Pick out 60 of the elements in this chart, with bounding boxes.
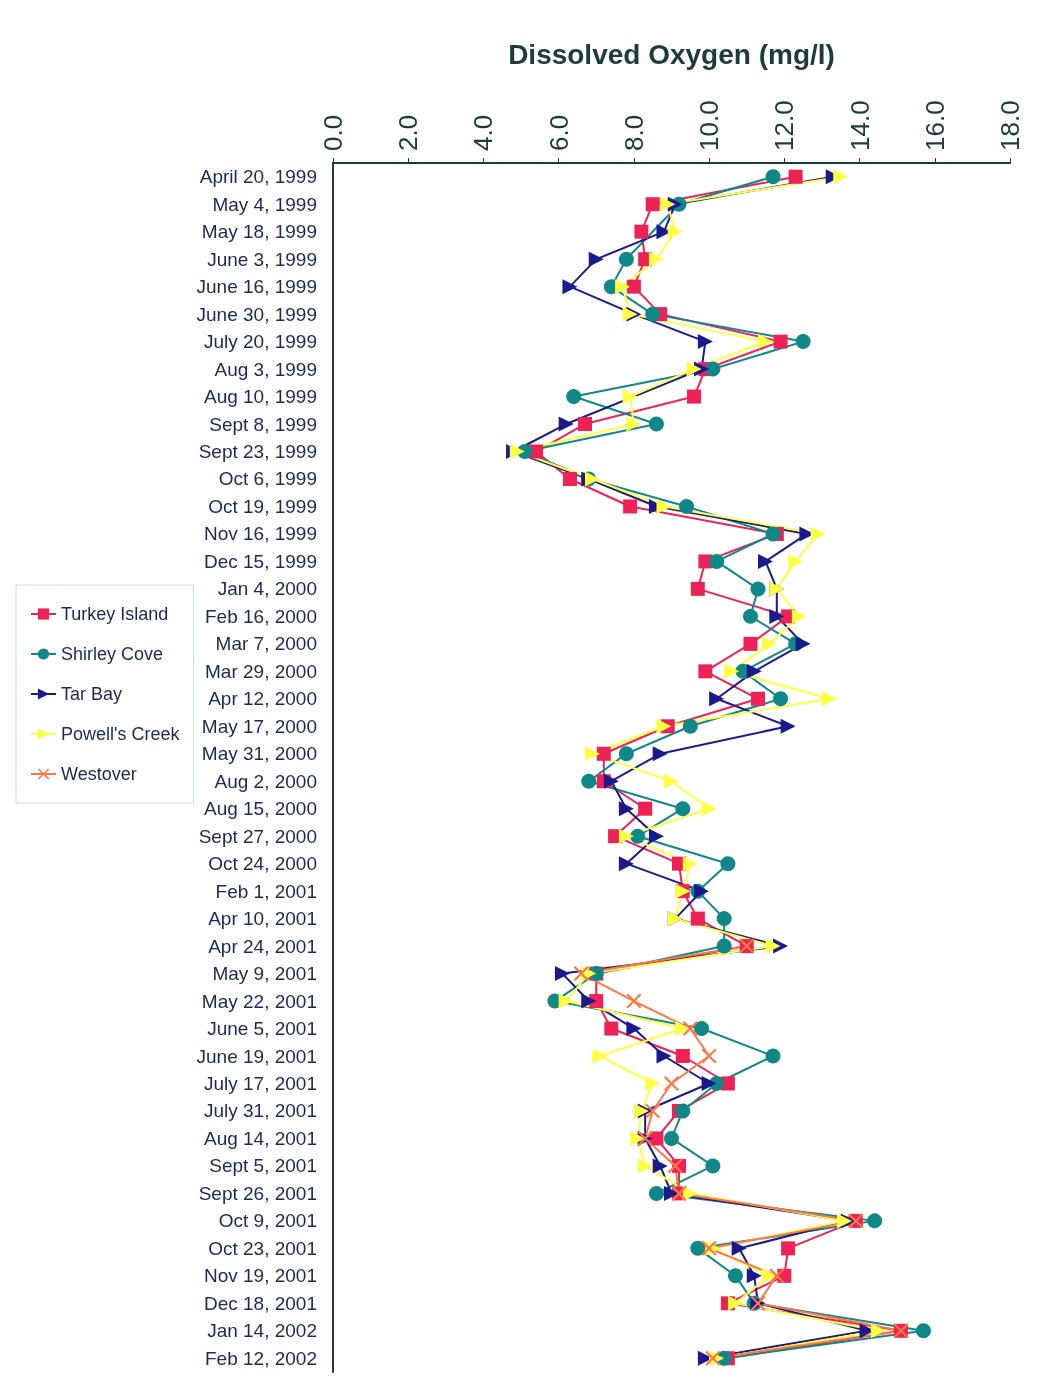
y-tick-label: Oct 19, 1999 [208, 495, 317, 517]
y-tick-label: June 16, 1999 [196, 276, 317, 298]
y-tick-label: May 22, 2001 [201, 990, 317, 1012]
y-tick-label: May 18, 1999 [201, 221, 317, 243]
y-tick-label: May 17, 2000 [201, 715, 317, 737]
y-tick-label: Aug 2, 2000 [214, 770, 317, 792]
y-tick-label: Sept 8, 1999 [209, 413, 317, 435]
y-tick-label: June 30, 1999 [196, 303, 317, 325]
y-tick-label: Jan 4, 2000 [217, 578, 317, 600]
y-tick-label: July 31, 2001 [203, 1100, 317, 1122]
y-tick-label: June 19, 2001 [196, 1045, 317, 1067]
y-tick-label: July 20, 1999 [203, 331, 317, 353]
y-tick-label: Feb 12, 2002 [205, 1347, 317, 1369]
legend-label: Powell's Creek [61, 724, 181, 744]
legend-label: Westover [61, 764, 137, 784]
x-tick-label: 18.0 [995, 100, 1025, 151]
y-tick-label: May 4, 1999 [212, 193, 317, 215]
y-tick-label: Dec 15, 1999 [203, 550, 317, 572]
x-tick-label: 6.0 [543, 114, 574, 151]
x-tick-label: 14.0 [844, 100, 875, 151]
y-tick-label: Dec 18, 2001 [203, 1292, 317, 1314]
y-tick-label: June 5, 2001 [207, 1018, 317, 1040]
y-tick-label: Nov 19, 2001 [203, 1265, 317, 1287]
legend-label: Turkey Island [61, 604, 169, 624]
y-tick-label: Sept 5, 2001 [209, 1155, 317, 1177]
y-tick-label: Feb 1, 2001 [215, 880, 317, 902]
legend-label: Shirley Cove [61, 644, 164, 664]
y-tick-label: May 9, 2001 [212, 963, 317, 985]
y-tick-label: Mar 29, 2000 [205, 660, 317, 682]
y-tick-label: Aug 3, 1999 [214, 358, 317, 380]
y-tick-label: Oct 24, 2000 [208, 853, 317, 875]
y-tick-label: June 3, 1999 [207, 248, 317, 270]
y-tick-label: Sept 23, 1999 [198, 441, 317, 463]
y-tick-label: Mar 7, 2000 [215, 633, 317, 655]
y-tick-label: Sept 26, 2001 [198, 1182, 317, 1204]
y-tick-label: May 31, 2000 [201, 743, 317, 765]
y-tick-label: Aug 14, 2001 [203, 1127, 317, 1149]
x-tick-label: 4.0 [468, 114, 499, 151]
x-tick-label: 10.0 [694, 100, 725, 151]
y-tick-label: Apr 24, 2001 [208, 935, 317, 957]
y-tick-label: Oct 23, 2001 [208, 1237, 317, 1259]
x-axis-title: Dissolved Oxygen (mg/l) [508, 38, 835, 70]
y-tick-label: April 20, 1999 [199, 166, 317, 188]
y-tick-label: Jan 14, 2002 [207, 1320, 317, 1342]
y-tick-label: Oct 9, 2001 [218, 1210, 317, 1232]
y-tick-label: Aug 10, 1999 [203, 386, 317, 408]
y-tick-label: Feb 16, 2000 [205, 605, 317, 627]
x-tick-label: 8.0 [618, 114, 649, 151]
y-tick-label: July 17, 2001 [203, 1072, 317, 1094]
y-tick-label: Apr 10, 2001 [208, 908, 317, 930]
y-tick-label: Sept 27, 2000 [198, 825, 317, 847]
x-tick-label: 0.0 [318, 114, 348, 151]
x-tick-label: 16.0 [919, 100, 950, 151]
x-tick-label: 12.0 [769, 100, 800, 151]
y-tick-label: Nov 16, 1999 [203, 523, 317, 545]
x-tick-label: 2.0 [393, 114, 424, 151]
y-tick-label: Apr 12, 2000 [208, 688, 317, 710]
y-tick-label: Oct 6, 1999 [218, 468, 317, 490]
legend-label: Tar Bay [61, 684, 123, 704]
y-tick-label: Aug 15, 2000 [203, 798, 317, 820]
